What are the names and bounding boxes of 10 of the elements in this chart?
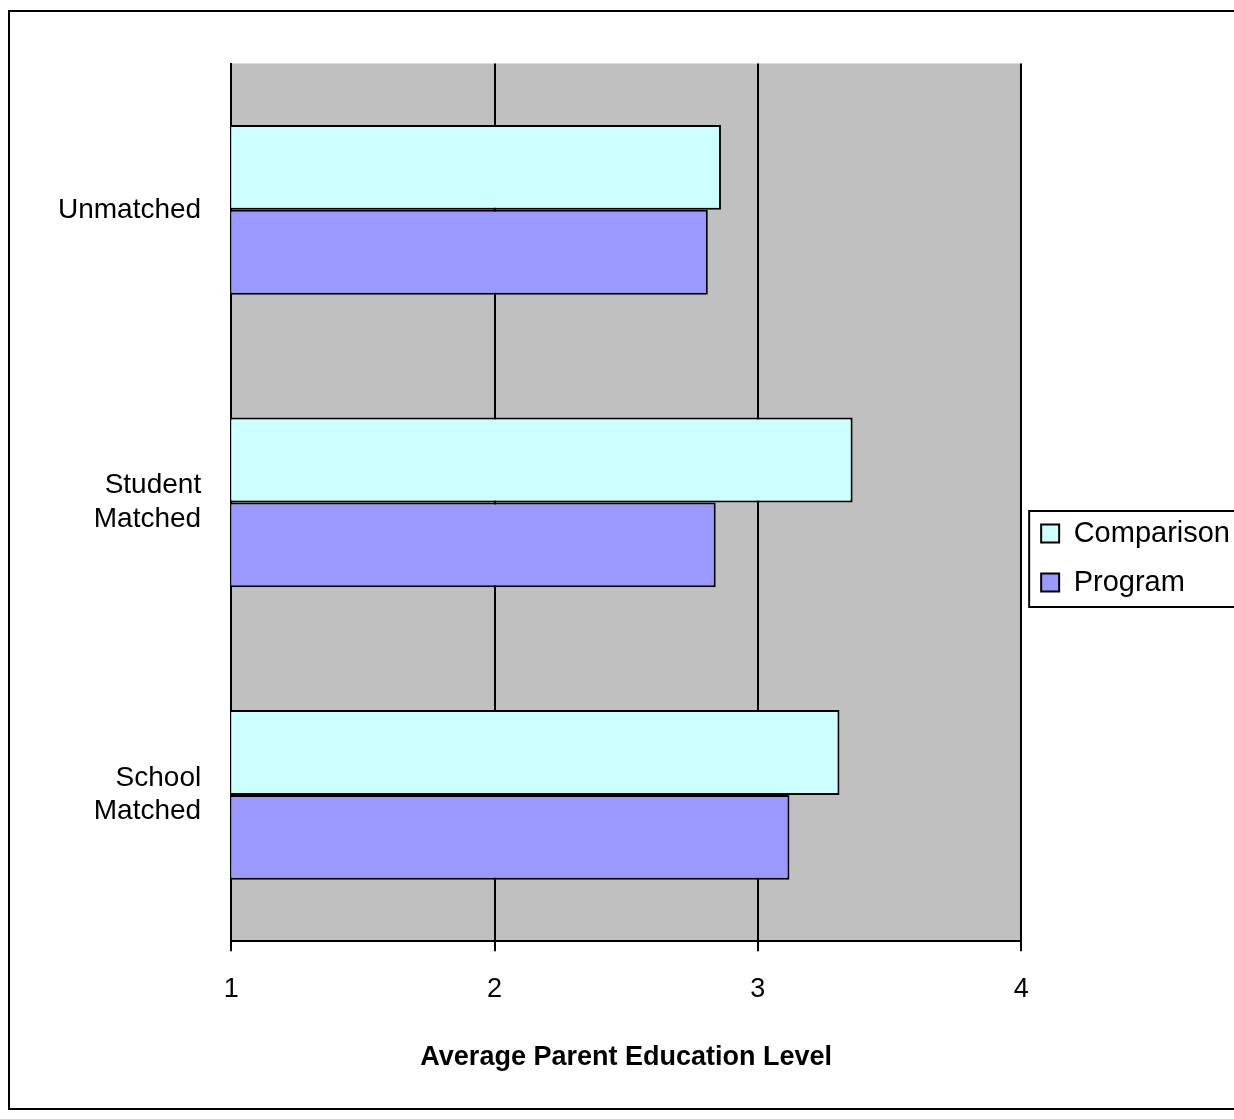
- y-tick-label: Unmatched: [58, 192, 202, 224]
- y-tick-label: School Matched: [93, 760, 202, 826]
- legend-label: Comparison: [1073, 515, 1230, 548]
- x-axis-title: Average Parent Education Level: [420, 1041, 832, 1072]
- x-tick-label: 4: [1013, 972, 1029, 1003]
- legend-label: Program: [1073, 564, 1185, 597]
- x-tick-label: 1: [223, 972, 239, 1003]
- y-tick-label: Student Matched: [93, 468, 202, 533]
- x-tick-label: 2: [486, 972, 503, 1003]
- x-tick-label: 3: [750, 972, 766, 1003]
